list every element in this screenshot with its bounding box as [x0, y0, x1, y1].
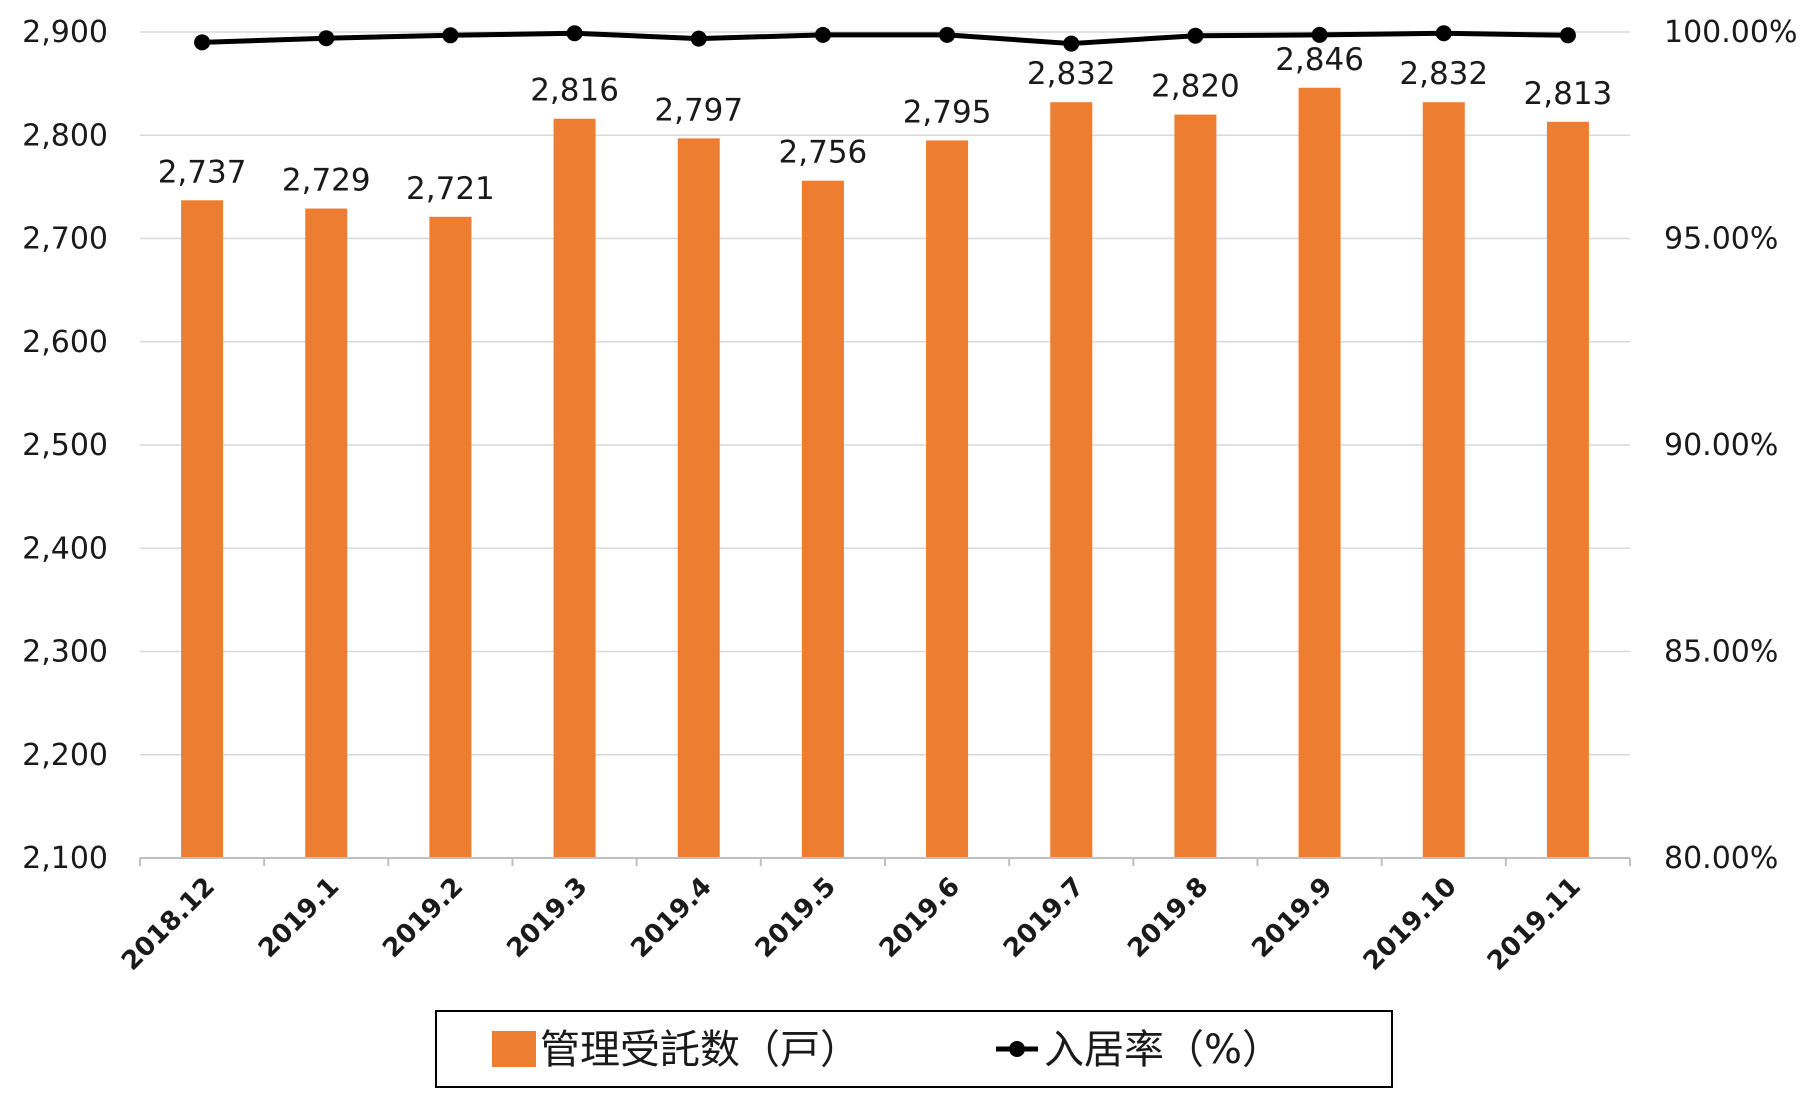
x-axis-tick-label: 2019.2: [377, 872, 469, 964]
bar: [801, 180, 844, 858]
line-point: [1435, 25, 1452, 42]
left-axis-tick-label: 2,100: [22, 841, 108, 876]
bar: [1050, 102, 1093, 858]
x-axis-tick-label: 2019.7: [998, 872, 1090, 964]
line-point: [814, 26, 831, 43]
left-axis-tick-label: 2,500: [22, 428, 108, 463]
bar: [429, 216, 472, 858]
x-axis-tick-labels: 2018.12 2019.1 2019.2 2019.3 2019.4 2019.5 201…: [116, 872, 1587, 977]
bar: [181, 200, 224, 859]
line-point: [939, 26, 956, 43]
right-axis-tick-label: 80.00%: [1664, 841, 1778, 876]
legend-line-label: 入居率（%）: [1044, 1027, 1282, 1073]
legend-bar-label: 管理受託数（戸）: [540, 1027, 860, 1073]
x-axis-tick-label: 2019.9: [1246, 872, 1338, 964]
line-path: [202, 30, 1568, 47]
bar: [926, 140, 969, 859]
x-axis-tick-label: 2019.8: [1122, 872, 1214, 964]
bar: [1546, 121, 1589, 858]
line-point: [566, 25, 583, 42]
left-axis-tick-label: 2,300: [22, 635, 108, 670]
x-axis-tick-label: 2019.10: [1358, 872, 1463, 977]
bar-data-label: 2,721: [406, 171, 495, 207]
legend-box: [435, 1010, 1393, 1088]
x-axis-tick-label: 2019.3: [501, 872, 593, 964]
bar: [1174, 114, 1217, 859]
bar-data-label: 2,832: [1399, 56, 1488, 92]
bar-data-label: 2,756: [779, 135, 868, 171]
bar: [1298, 87, 1341, 858]
legend-bar-swatch: [492, 1031, 536, 1067]
bar-data-label: 2,832: [1027, 56, 1116, 92]
bar: [677, 138, 720, 858]
x-axis-tick-label: 2019.1: [253, 872, 345, 964]
legend-line-marker: [1009, 1041, 1025, 1057]
gridlines: [140, 31, 1630, 756]
right-axis-tick-label: 100.00%: [1664, 15, 1797, 50]
x-axis: [139, 857, 1631, 866]
line-point: [442, 27, 459, 44]
left-axis-tick-label: 2,700: [22, 222, 108, 257]
bar: [1422, 102, 1465, 858]
bar-data-label: 2,813: [1524, 76, 1613, 112]
left-axis-tick-labels: 2,900 2,800 2,700 2,600 2,500 2,400 2,300 2,200…: [22, 15, 108, 876]
bar-data-label: 2,846: [1275, 42, 1364, 78]
left-axis-tick-label: 2,600: [22, 325, 108, 360]
right-axis-tick-label: 90.00%: [1664, 428, 1778, 463]
bar-data-label: 2,820: [1151, 69, 1240, 105]
bar-data-label: 2,737: [158, 154, 247, 190]
legend: 管理受託数（戸） 入居率（%）: [435, 1010, 1393, 1088]
bar-series: [181, 87, 1589, 859]
left-axis-tick-label: 2,200: [22, 738, 108, 773]
line-point: [194, 34, 211, 51]
left-axis-tick-label: 2,800: [22, 118, 108, 153]
bar-data-label: 2,797: [654, 92, 743, 128]
right-axis-tick-label: 85.00%: [1664, 635, 1778, 670]
x-axis-tick-label: 2019.11: [1482, 872, 1587, 977]
right-axis-tick-labels: 100.00% 95.00% 90.00% 85.00% 80.00%: [1664, 15, 1797, 876]
line-point: [1187, 27, 1204, 44]
line-point: [690, 30, 707, 47]
line-point: [1063, 35, 1080, 52]
bar-data-label: 2,816: [530, 73, 619, 109]
bar-data-label: 2,795: [903, 94, 992, 130]
bar-data-label: 2,729: [282, 163, 371, 199]
bar: [553, 118, 596, 859]
x-axis-tick-label: 2018.12: [116, 872, 221, 977]
bar-data-labels: 2,737 2,729 2,721 2,816 2,797 2,756 2,795 2,832…: [158, 42, 1613, 207]
x-axis-tick-label: 2019.4: [626, 872, 718, 964]
line-series: [194, 25, 1576, 52]
x-axis-tick-label: 2019.5: [750, 872, 842, 964]
right-axis-tick-label: 95.00%: [1664, 222, 1778, 257]
bar: [305, 208, 348, 858]
line-point: [318, 30, 335, 47]
left-axis-tick-label: 2,400: [22, 531, 108, 566]
x-axis-tick-label: 2019.6: [874, 872, 966, 964]
left-axis-tick-label: 2,900: [22, 15, 108, 50]
line-point: [1311, 26, 1328, 43]
line-point: [1559, 27, 1576, 44]
